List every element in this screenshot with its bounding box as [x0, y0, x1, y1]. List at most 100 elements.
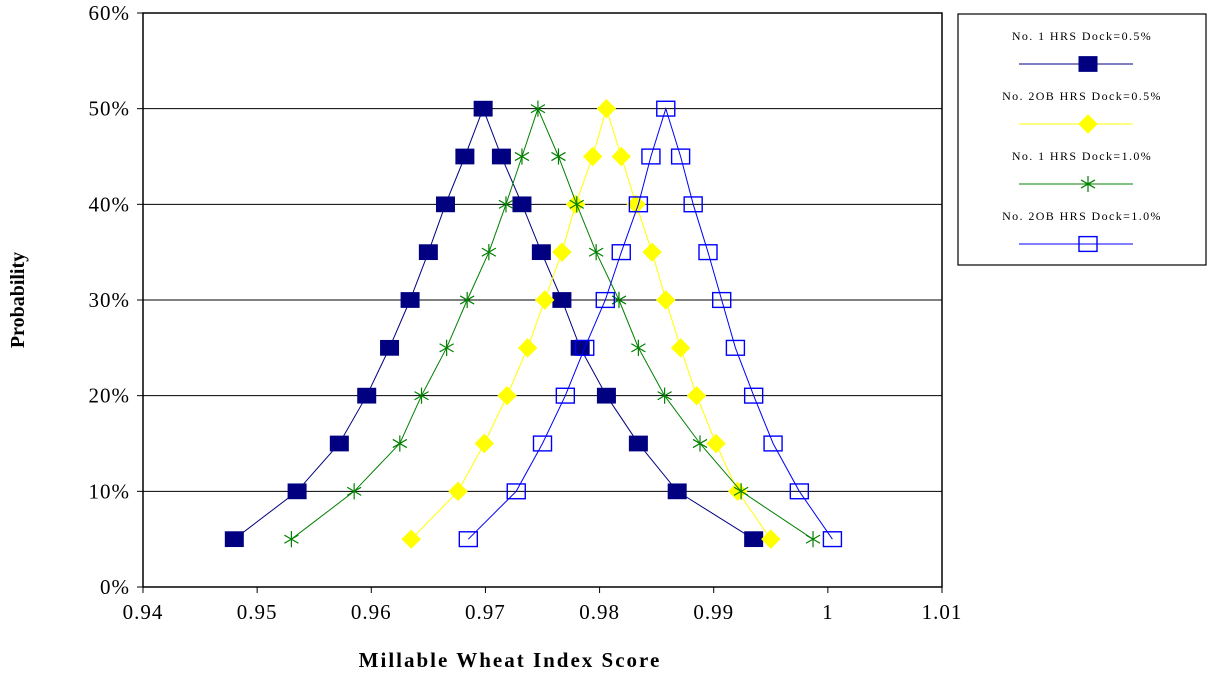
data-point — [329, 435, 349, 452]
data-point — [626, 194, 646, 215]
data-point — [532, 435, 553, 452]
data-point — [712, 291, 732, 309]
data-point — [474, 433, 494, 454]
marker-stroke — [1080, 179, 1096, 189]
data-point — [535, 290, 555, 310]
series-2 — [401, 98, 781, 549]
marker-stroke — [439, 343, 454, 353]
x-tick-label: 0.97 — [465, 600, 506, 624]
data-point — [530, 100, 546, 117]
legend-label: No. 2OB HRS Dock=0.5% — [1002, 89, 1162, 103]
data-point — [517, 338, 538, 358]
data-point — [506, 483, 526, 500]
y-tick-label: 40% — [89, 192, 131, 216]
legend-marker — [1078, 56, 1098, 72]
series-4 — [458, 100, 843, 548]
data-point — [763, 435, 783, 452]
marker-stroke — [692, 438, 708, 449]
data-point — [595, 291, 615, 309]
data-point — [596, 387, 616, 404]
legend-box — [957, 13, 1207, 266]
data-point — [789, 483, 810, 500]
data-point — [575, 339, 595, 356]
legend-entry: No. 1 HRS Dock=1.0% — [1012, 149, 1152, 193]
data-point — [473, 100, 493, 117]
data-point — [439, 339, 454, 356]
data-point — [667, 483, 687, 500]
x-tick-label: 0.96 — [351, 600, 392, 624]
x-tick-label: 0.94 — [123, 600, 164, 624]
marker-stroke — [569, 199, 585, 209]
x-tick-label: 1.01 — [922, 600, 963, 624]
marker-stroke — [733, 486, 749, 496]
legend-entry: No. 2OB HRS Dock=0.5% — [1002, 89, 1162, 134]
data-point — [552, 242, 572, 262]
data-point — [670, 338, 691, 358]
legend-entry: No. 1 HRS Dock=0.5% — [1012, 29, 1152, 72]
data-point — [727, 481, 748, 502]
legend-label: No. 1 HRS Dock=1.0% — [1012, 149, 1152, 163]
y-tick-label: 20% — [89, 384, 131, 408]
data-point — [284, 531, 299, 548]
data-point — [481, 244, 497, 261]
data-point — [583, 146, 603, 167]
axes: 0% 10% 20% 30% 40% 50% 60% 0.94 0.95 0.96 0.97 0.98… — [89, 1, 963, 624]
data-point — [670, 148, 691, 165]
data-point — [822, 531, 843, 548]
y-tick-label: 10% — [89, 479, 131, 503]
data-point — [414, 387, 429, 404]
data-point — [692, 435, 708, 452]
data-point — [418, 244, 438, 261]
data-point — [686, 385, 707, 406]
marker-stroke — [459, 295, 475, 305]
data-point — [459, 291, 475, 309]
data-point — [744, 531, 764, 548]
marker-stroke — [346, 486, 362, 496]
data-point — [357, 387, 377, 404]
data-point — [656, 290, 676, 310]
data-point — [497, 385, 517, 406]
data-point — [455, 148, 475, 165]
data-point — [743, 387, 764, 404]
data-point — [588, 244, 604, 261]
series-3 — [284, 100, 821, 548]
data-point — [435, 196, 455, 213]
y-tick-label: 50% — [89, 97, 131, 121]
data-point — [346, 483, 362, 500]
data-point — [531, 244, 551, 261]
data-point — [448, 481, 468, 502]
marker-stroke — [631, 343, 646, 353]
data-point — [287, 483, 307, 500]
x-tick-label: 0.95 — [237, 600, 278, 624]
data-point — [491, 148, 511, 165]
data-point — [569, 196, 585, 213]
marker-stroke — [498, 199, 514, 209]
y-tick-label: 30% — [89, 288, 131, 312]
x-tick-label: 0.98 — [579, 600, 620, 624]
x-tick-label: 1 — [822, 600, 834, 624]
marker-stroke — [551, 151, 566, 162]
data-point — [656, 100, 676, 117]
data-point — [628, 196, 649, 213]
data-point — [733, 483, 749, 500]
data-point — [628, 435, 648, 452]
data-point — [380, 339, 400, 356]
y-tick-label: 60% — [89, 1, 131, 25]
data-point — [512, 196, 532, 213]
marker-stroke — [284, 534, 299, 544]
y-axis-label: Probability — [7, 252, 29, 348]
data-point — [698, 244, 718, 261]
data-point — [683, 196, 703, 213]
data-point — [392, 435, 408, 452]
marker-stroke — [530, 104, 546, 114]
data-point — [458, 531, 479, 548]
data-point — [596, 98, 617, 119]
legend-label: No. 1 HRS Dock=0.5% — [1012, 29, 1152, 43]
marker-stroke — [414, 391, 429, 401]
data-point — [400, 292, 420, 308]
legend-marker — [1078, 235, 1098, 253]
data-point — [611, 146, 631, 167]
legend-entry: No. 2OB HRS Dock=1.0% — [1002, 209, 1161, 253]
